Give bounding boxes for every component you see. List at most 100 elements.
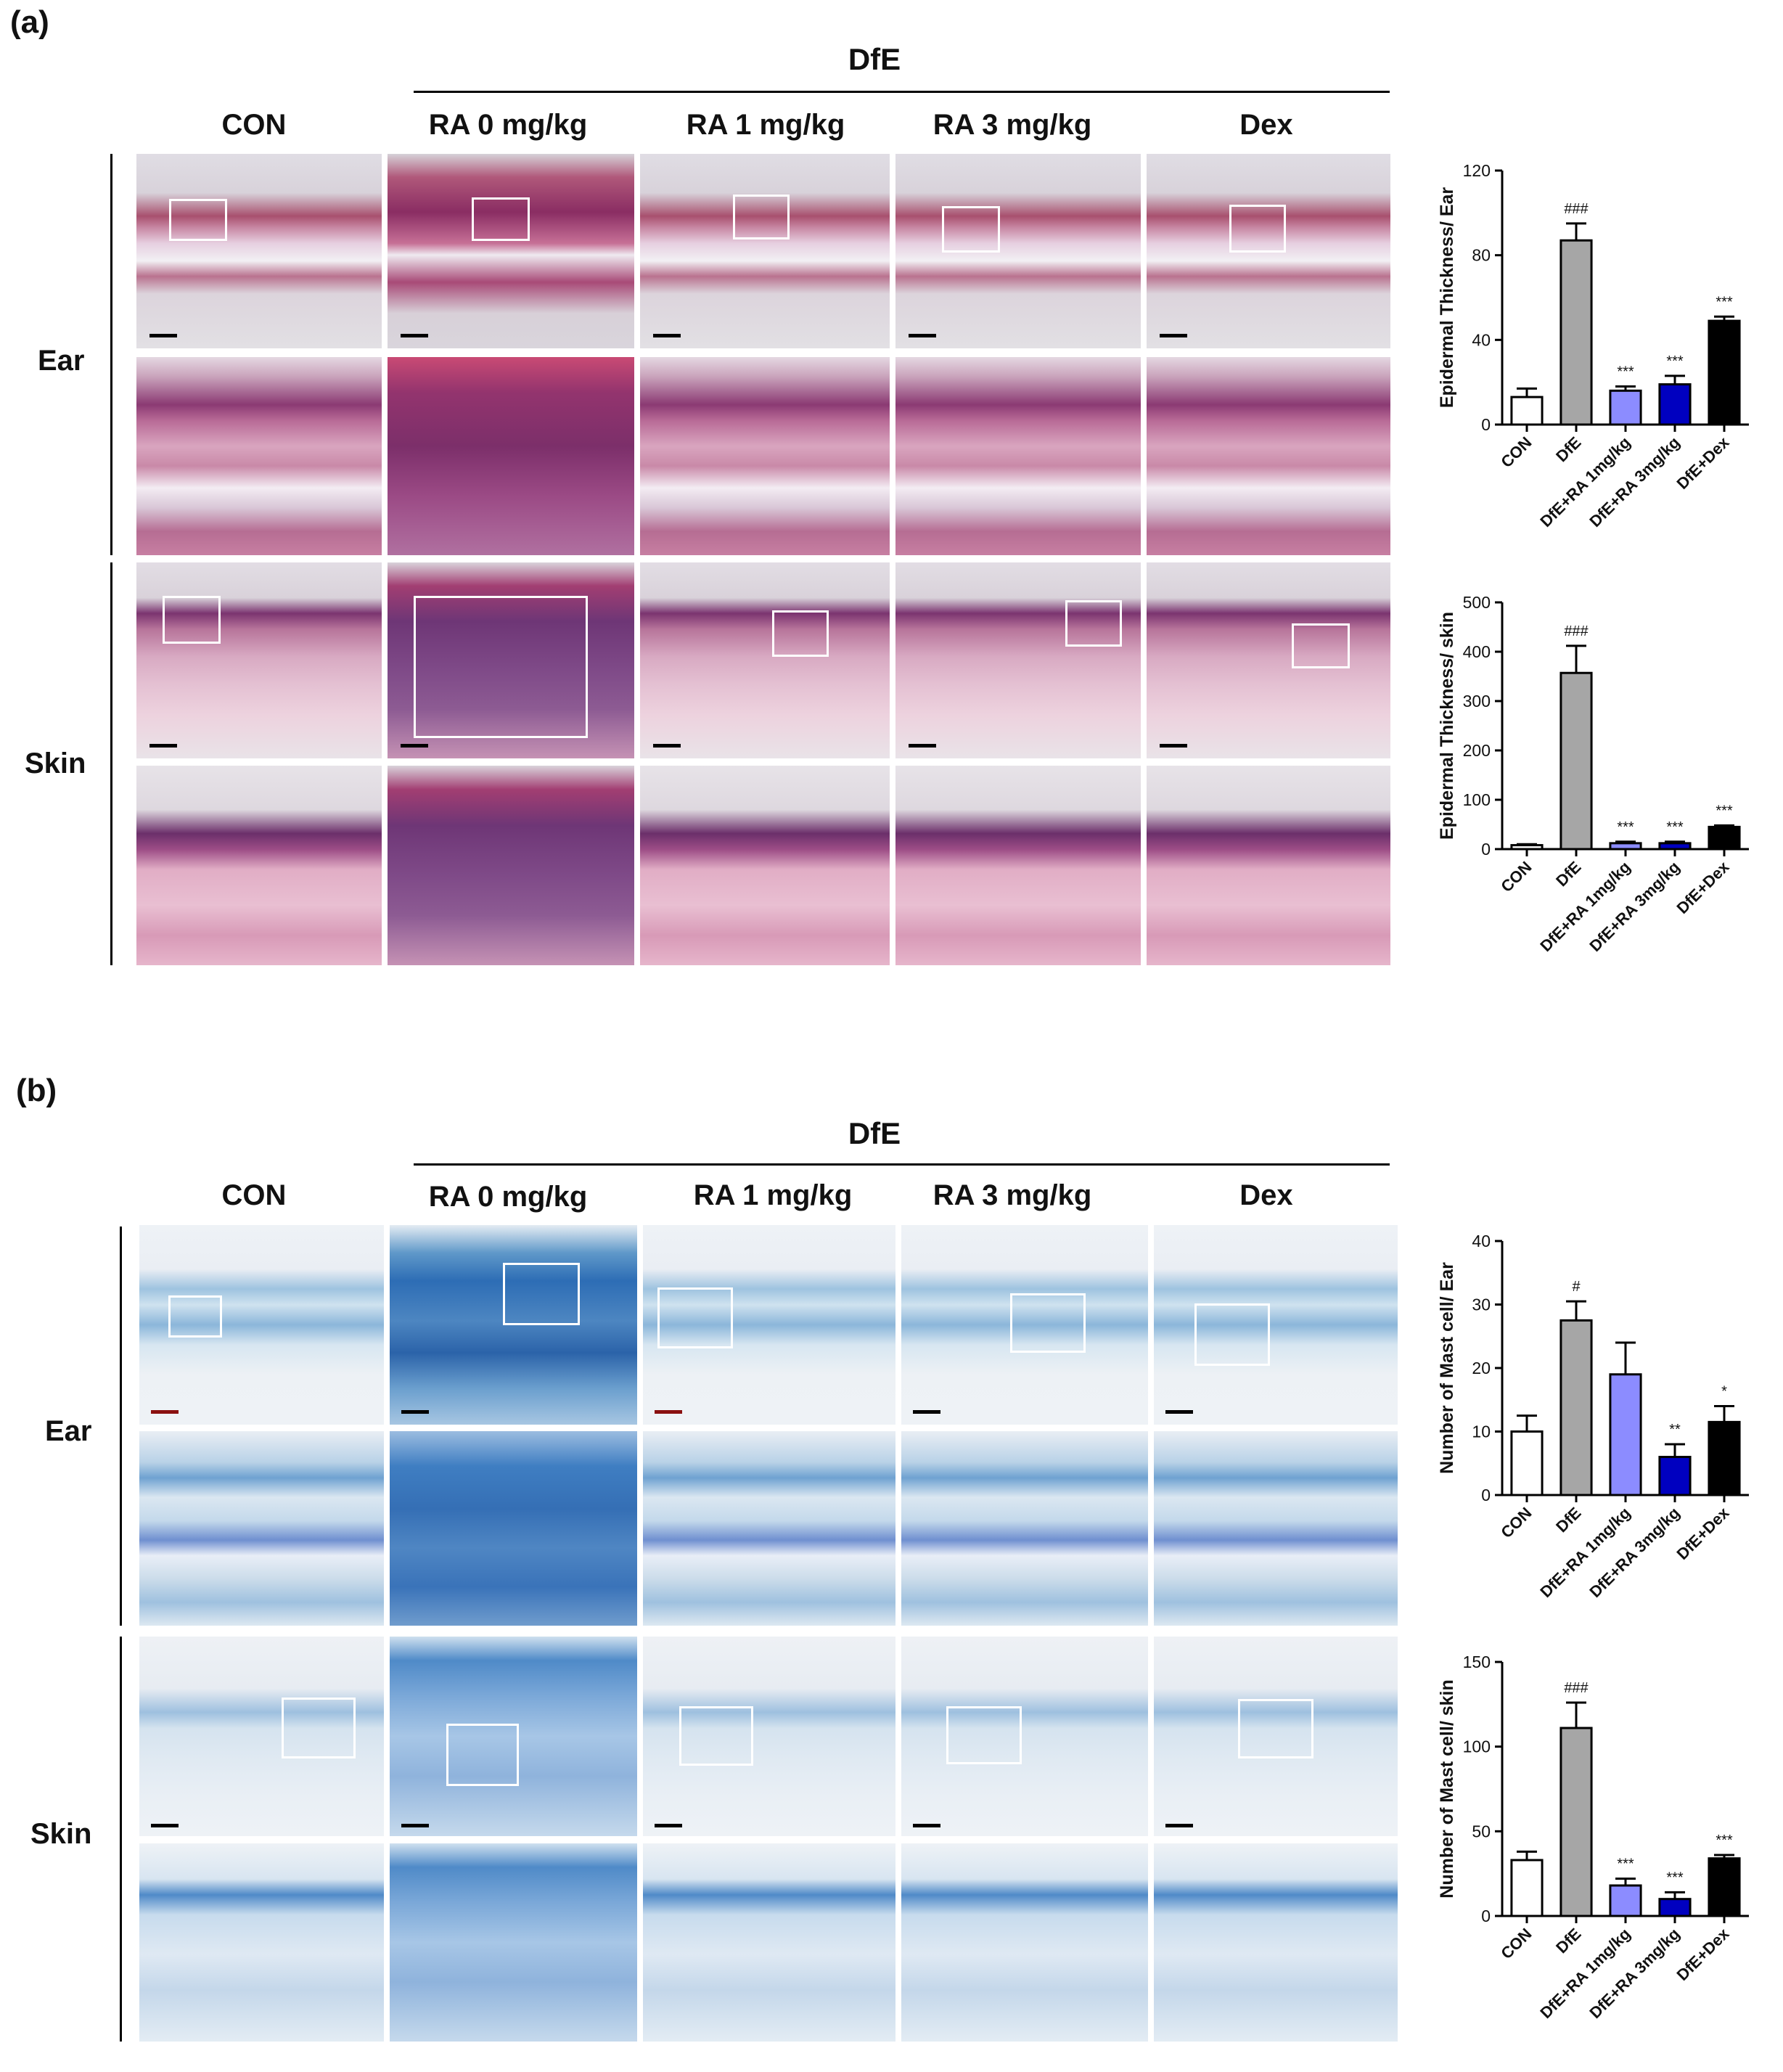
roi-box: [446, 1724, 519, 1786]
micrograph-skin-low-con-b: [139, 1637, 384, 1836]
micrograph-ear-high-ra3-b: [901, 1431, 1148, 1626]
roi-box: [772, 610, 829, 657]
roi-box: [168, 1295, 222, 1338]
x-category-label: DfE: [1552, 433, 1584, 465]
micrograph-ear-high-ra1-a: [640, 357, 890, 555]
micrograph-skin-high-con-b: [139, 1843, 384, 2042]
bar-2: [1559, 671, 1593, 851]
roi-box: [169, 199, 227, 241]
x-category-label: DfE+Dex: [1673, 1503, 1733, 1563]
micrograph-skin-high-ra3-b: [901, 1843, 1148, 2042]
micrograph-skin-high-con-a: [136, 766, 382, 965]
x-category-label: DfE+RA 3mg/kg: [1586, 1504, 1683, 1601]
dfe-group-line-b: [414, 1163, 1390, 1166]
scale-bar: [401, 1410, 429, 1414]
significance-label: ###: [1564, 623, 1589, 639]
roi-box: [733, 194, 790, 239]
y-tick-label: 200: [1463, 741, 1491, 760]
bar-3: [1609, 1884, 1642, 1917]
micrograph-ear-low-ra1-b: [643, 1225, 895, 1425]
x-category-label: DfE+Dex: [1673, 857, 1733, 917]
roi-box: [657, 1287, 733, 1348]
column-label-ra0-a: RA 0 mg/kg: [428, 109, 588, 141]
micrograph-ear-high-ra0-b: [390, 1431, 637, 1626]
micrograph-ear-low-con-b: [139, 1225, 384, 1425]
y-tick-label: 300: [1463, 692, 1491, 711]
row-label-skin-b: Skin: [30, 1818, 92, 1850]
scale-bar: [909, 744, 936, 748]
dfe-group-label-a: DfE: [848, 42, 901, 76]
scale-bar: [653, 744, 681, 748]
micrograph-ear-low-ra1-a: [640, 154, 890, 348]
y-tick-label: 500: [1463, 593, 1491, 612]
y-tick-label: 0: [1481, 840, 1491, 859]
micrograph-ear-high-ra1-b: [643, 1431, 895, 1626]
x-category-label: DfE+RA 1mg/kg: [1536, 433, 1634, 531]
roi-box: [1238, 1699, 1313, 1758]
significance-label: ***: [1716, 294, 1733, 310]
scale-bar: [151, 1824, 179, 1827]
bar-chart-mast-cell-ear: Number of Mast cell/ Ear 0 10 20 30 40 CON # DfE…: [1422, 1227, 1771, 1662]
y-tick-label: 30: [1472, 1295, 1491, 1314]
micrograph-skin-high-dex-a: [1147, 766, 1390, 965]
roi-box: [1010, 1293, 1086, 1353]
micrograph-skin-high-ra3-a: [895, 766, 1141, 965]
bar-4: [1658, 383, 1692, 426]
roi-box: [414, 596, 588, 738]
x-category-label: DfE+Dex: [1673, 433, 1733, 493]
y-tick-label: 0: [1481, 415, 1491, 434]
column-label-ra0-b: RA 0 mg/kg: [428, 1181, 588, 1213]
roi-box: [1229, 205, 1286, 253]
roi-box: [282, 1698, 356, 1758]
micrograph-skin-high-ra1-a: [640, 766, 890, 965]
row-label-skin-a: Skin: [25, 748, 86, 779]
scale-bar: [655, 1824, 682, 1827]
micrograph-ear-high-con-a: [136, 357, 382, 555]
bar-chart-epidermal-thickness-skin: Epidermal Thickness/ skin 0 100 200 300 400 50…: [1422, 588, 1771, 1023]
micrograph-skin-low-ra3-b: [901, 1637, 1148, 1836]
row-bracket-skin-a: [110, 562, 112, 965]
micrograph-ear-low-dex-b: [1154, 1225, 1398, 1425]
column-label-ra3-b: RA 3 mg/kg: [933, 1179, 1092, 1211]
x-category-label: DfE: [1552, 858, 1584, 890]
roi-box: [942, 206, 1000, 253]
bar-3: [1609, 1373, 1642, 1496]
micrograph-ear-low-ra3-a: [895, 154, 1141, 348]
x-category-label: DfE+Dex: [1673, 1924, 1733, 1984]
panel-letter-a: (a): [10, 4, 49, 40]
micrograph-skin-low-con-a: [136, 562, 382, 758]
micrograph-skin-low-ra3-a: [895, 562, 1141, 758]
micrograph-ear-low-ra0-b: [390, 1225, 637, 1425]
roi-box: [679, 1706, 753, 1766]
row-bracket-ear-a: [110, 154, 112, 555]
bar-chart-mast-cell-skin: Number of Mast cell/ skin 0 50 100 150 CON ###…: [1422, 1647, 1771, 2068]
micrograph-ear-low-ra3-b: [901, 1225, 1148, 1425]
row-bracket-ear-b: [120, 1227, 122, 1626]
x-category-label: CON: [1497, 1925, 1535, 1962]
x-category-label: DfE: [1552, 1504, 1584, 1536]
row-label-ear-b: Ear: [45, 1415, 92, 1447]
panel-letter-b: (b): [16, 1073, 57, 1108]
micrograph-ear-low-con-a: [136, 154, 382, 348]
bar-5: [1708, 1857, 1741, 1917]
y-axis-label: Epidermal Thickness/ Ear: [1437, 187, 1457, 409]
scale-bar: [913, 1410, 940, 1414]
scale-bar: [1160, 334, 1187, 337]
x-category-label: DfE+RA 3mg/kg: [1586, 433, 1683, 531]
micrograph-skin-high-ra0-a: [388, 766, 634, 965]
scale-bar: [401, 334, 428, 337]
significance-label: ***: [1666, 819, 1684, 835]
significance-label: ***: [1617, 819, 1634, 835]
micrograph-ear-high-con-b: [139, 1431, 384, 1626]
x-category-label: DfE+RA 1mg/kg: [1536, 1504, 1634, 1601]
column-label-ra3-a: RA 3 mg/kg: [933, 109, 1092, 141]
micrograph-skin-low-ra0-a: [388, 562, 634, 758]
micrograph-skin-high-dex-b: [1154, 1843, 1398, 2042]
micrograph-ear-high-dex-a: [1147, 357, 1390, 555]
bar-5: [1708, 1420, 1741, 1496]
roi-box: [472, 197, 530, 241]
y-tick-label: 80: [1472, 246, 1491, 265]
y-axis-label: Number of Mast cell/ skin: [1437, 1679, 1457, 1898]
x-category-label: DfE+RA 3mg/kg: [1586, 1925, 1683, 2022]
scale-bar: [909, 334, 936, 337]
